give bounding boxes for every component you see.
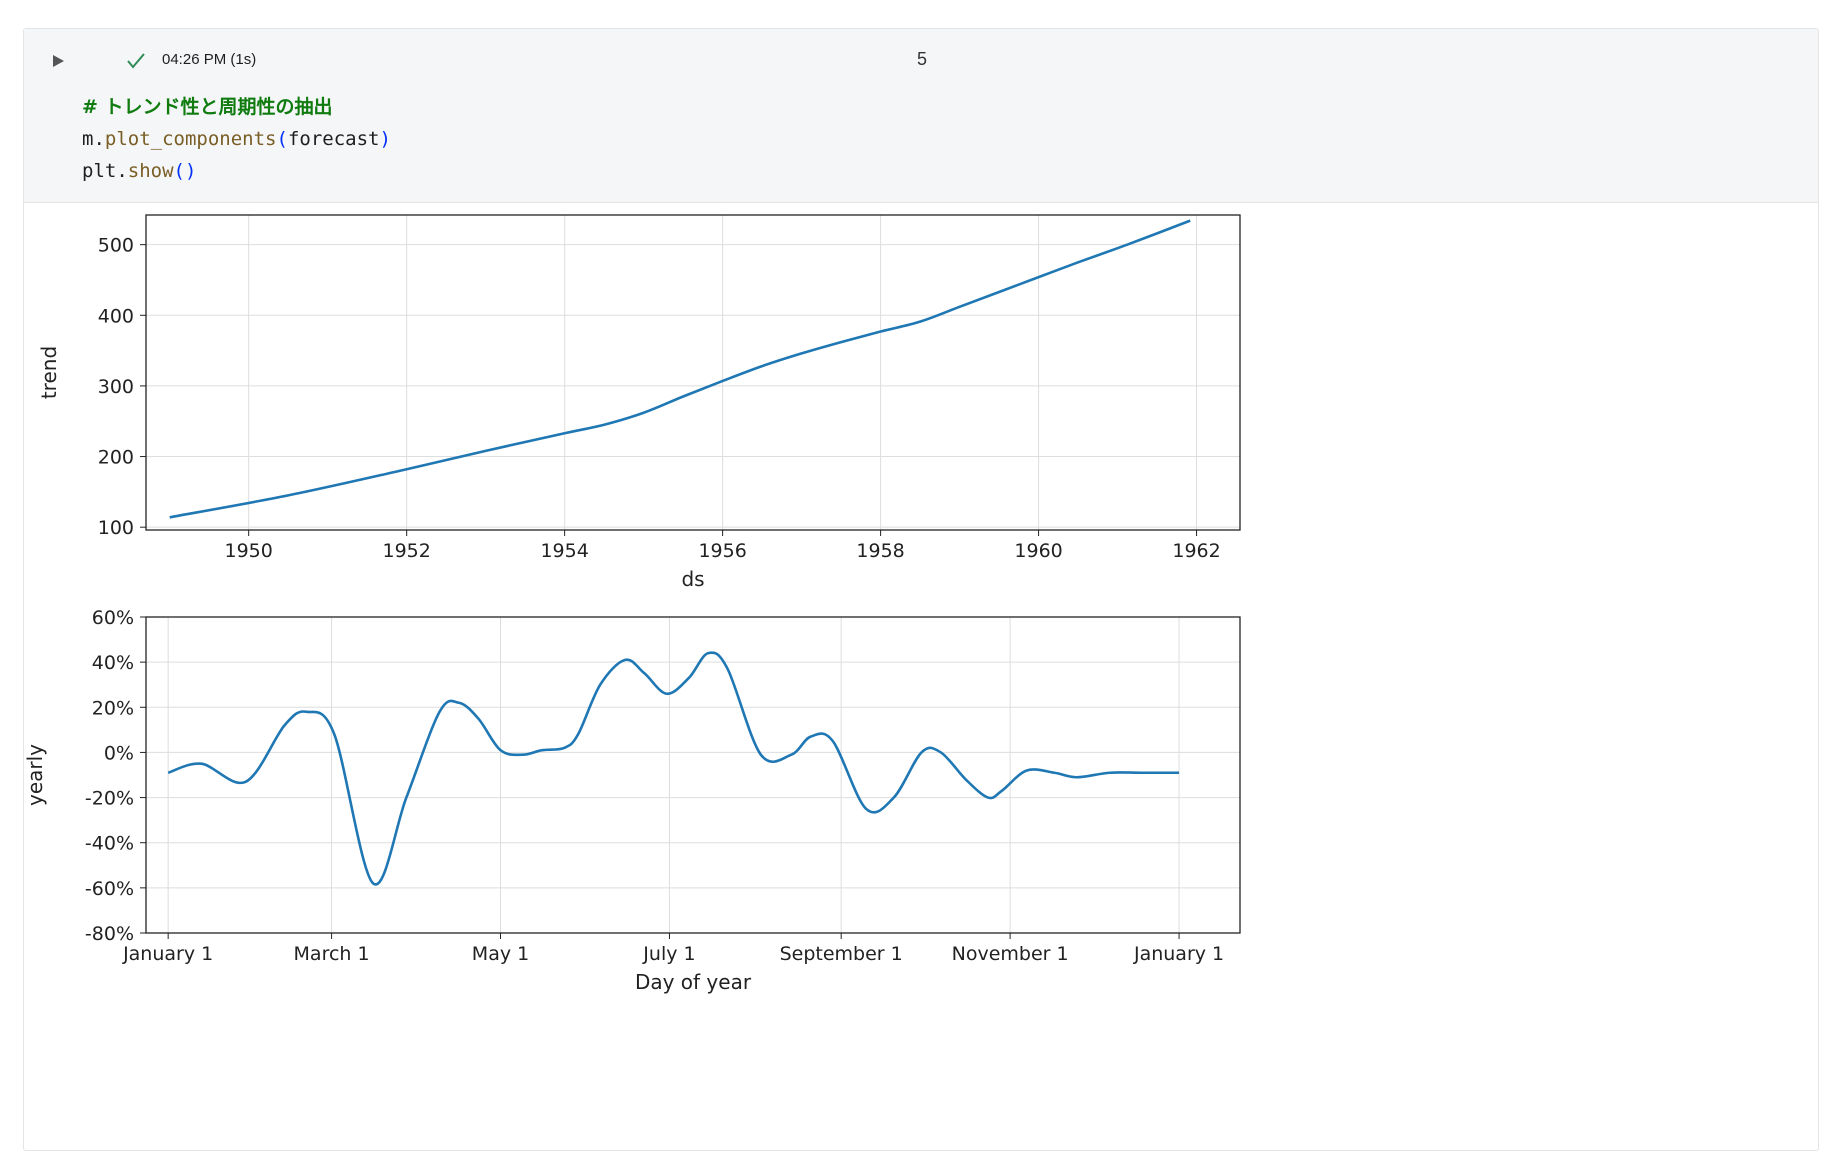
y-tick-label: 500 [98,235,134,257]
plot-frame [145,214,1241,531]
play-icon [53,55,64,67]
y-tick-label: 20% [92,697,134,719]
plot-frame [145,616,1241,934]
code-comment: # トレンド性と周期性の抽出 [82,96,333,118]
components-figure: 1950 1952 1954 1956 1958 1960 1962 100 200 300 400… [23,214,1241,994]
y-tick-label: -40% [85,833,134,855]
y-tick-label: -60% [85,878,134,900]
code-paren-close: ) [379,128,391,150]
x-tick-label: January 1 [1133,943,1224,965]
y-tick-label: 40% [92,652,134,674]
check-icon [124,49,148,73]
y-axis-label: trend [37,346,61,399]
y-tick-label: -80% [85,923,134,945]
x-tick-label: May 1 [472,943,529,965]
y-tick-label: 200 [98,447,134,469]
y-tick-label: -20% [85,788,134,810]
code-object: m. [82,128,105,150]
subplot-trend: 1950 1952 1954 1956 1958 1960 1962 100 200 300 400… [37,214,1241,591]
y-tick-label: 0% [104,742,134,764]
x-tick-label: January 1 [122,943,213,965]
x-tick-label: 1962 [1172,540,1220,562]
notebook-cell: 04:26 PM (1s) 5 # トレンド性と周期性の抽出 m.plot_com… [23,28,1819,1151]
code-object: plt. [82,160,128,182]
code-function: show [127,160,174,182]
code-line-3: plt.show() [82,155,391,187]
cell-output: 1950 1952 1954 1956 1958 1960 1962 100 200 300 400… [23,203,1818,1150]
x-tick-label: 1952 [382,540,430,562]
series-line-yearly [167,651,1180,886]
y-axis-label: yearly [24,744,47,806]
code-argument: forecast [287,128,380,150]
code-paren-open: ( [276,128,288,150]
code-parens: () [173,160,197,182]
x-tick-label: 1958 [856,540,904,562]
x-tick-label: 1956 [698,540,746,562]
execution-count: 5 [917,49,928,69]
x-tick-label: July 1 [642,943,695,965]
y-tick-label: 400 [98,305,134,327]
y-tick-label: 60% [92,607,134,629]
x-tick-label: 1960 [1014,540,1062,562]
y-tick-label: 100 [98,517,134,539]
x-tick-label: September 1 [780,943,903,965]
x-tick-label: November 1 [952,943,1069,965]
code-line-2: m.plot_components(forecast) [82,123,391,155]
series-line-trend [169,219,1191,519]
y-tick-label: 300 [98,376,134,398]
code-editor[interactable]: # トレンド性と周期性の抽出 m.plot_components(forecast… [82,91,391,187]
x-axis-label: ds [681,567,704,591]
x-tick-label: 1950 [225,540,273,562]
code-function: plot_components [104,128,277,150]
run-cell-button[interactable] [46,49,70,73]
code-line-1: # トレンド性と周期性の抽出 [82,91,391,123]
subplot-yearly: January 1 March 1 May 1 July 1 September 1 No… [23,607,1241,994]
cell-input: 04:26 PM (1s) 5 # トレンド性と周期性の抽出 m.plot_com… [24,29,1818,203]
execution-time: 04:26 PM (1s) [162,51,257,68]
x-axis-label: Day of year [635,970,752,994]
x-tick-label: March 1 [294,943,370,965]
x-tick-label: 1954 [540,540,588,562]
